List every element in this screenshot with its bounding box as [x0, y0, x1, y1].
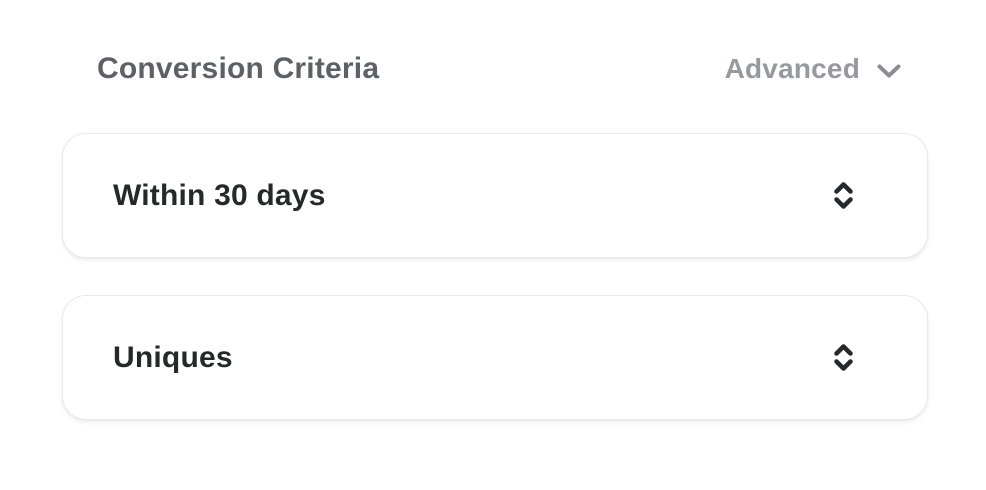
conversion-criteria-panel: Conversion Criteria Advanced Within 30 d… [62, 0, 928, 420]
chevron-down-icon [874, 61, 904, 81]
page-title: Conversion Criteria [97, 52, 380, 85]
chevron-up-down-icon [832, 342, 855, 373]
select-conversion-window[interactable]: Within 30 days [62, 133, 928, 258]
select-count-mode[interactable]: Uniques [62, 295, 928, 420]
chevron-up-down-icon [832, 180, 855, 211]
select-count-mode-value: Uniques [113, 340, 233, 374]
select-conversion-window-value: Within 30 days [113, 178, 326, 212]
advanced-toggle[interactable]: Advanced [725, 53, 904, 85]
advanced-toggle-label: Advanced [724, 52, 860, 84]
panel-header: Conversion Criteria Advanced [62, 52, 928, 85]
